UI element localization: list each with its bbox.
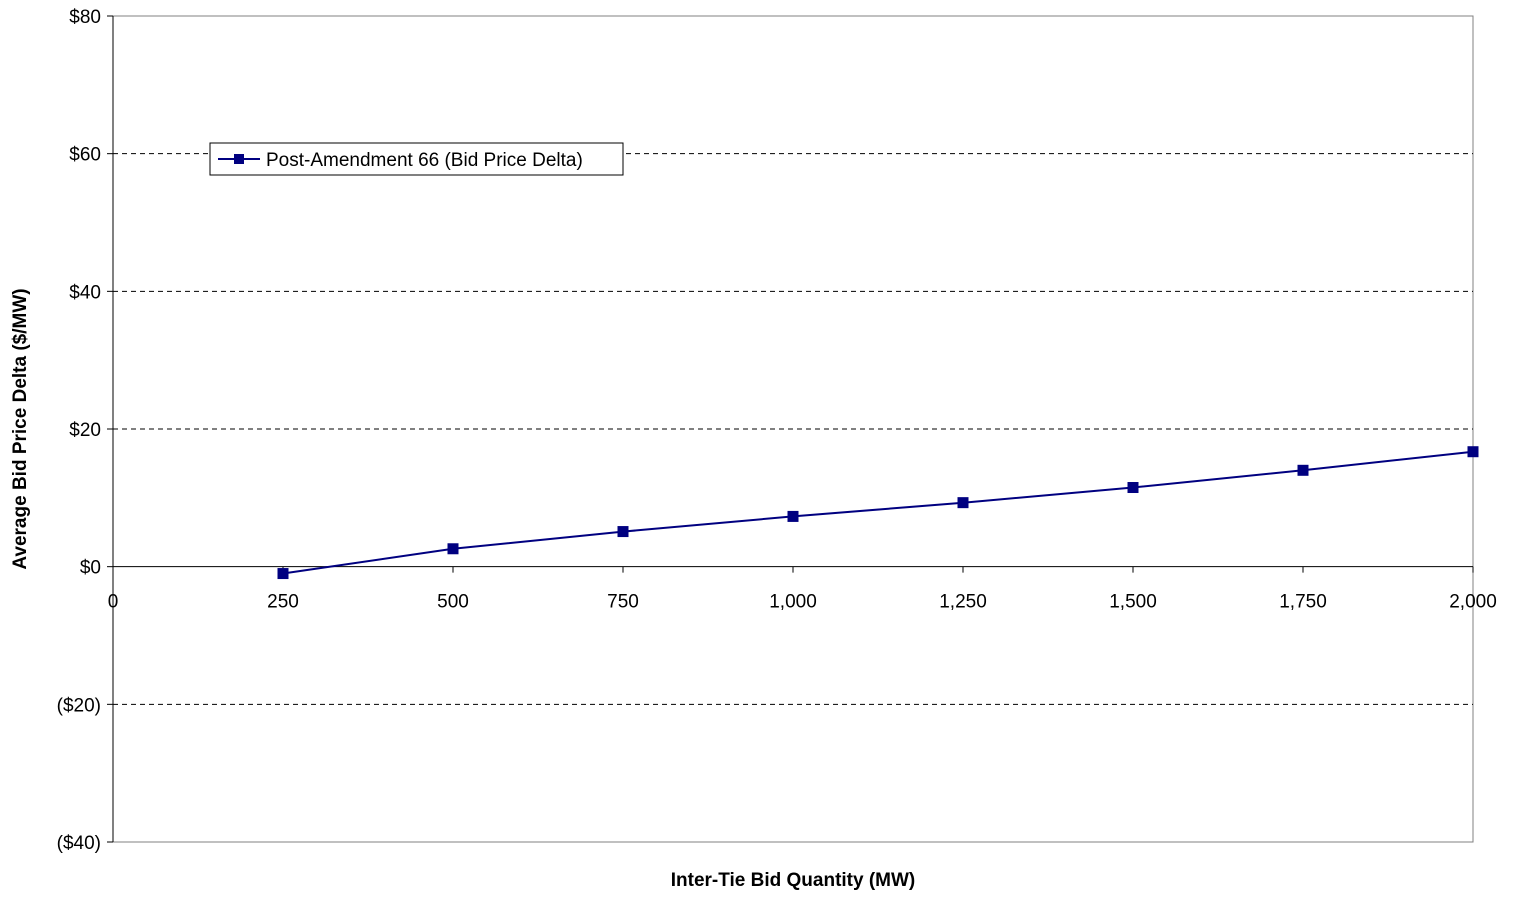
data-point-marker xyxy=(277,568,289,580)
x-tick-label: 1,250 xyxy=(939,592,987,613)
y-tick-label: $0 xyxy=(80,558,101,579)
legend: Post-Amendment 66 (Bid Price Delta) xyxy=(209,142,624,176)
data-point-marker xyxy=(787,510,799,522)
data-point-marker xyxy=(447,543,459,555)
y-tick-label: $20 xyxy=(69,420,101,441)
data-point-marker xyxy=(957,497,969,509)
y-tick-label: $60 xyxy=(69,145,101,166)
x-tick-label: 1,750 xyxy=(1279,592,1327,613)
tick-labels: $80 $60 $40 $20 $0 ($20) ($40) 0 250 500 750 1,000 1… xyxy=(57,7,1497,854)
legend-box xyxy=(209,142,624,176)
y-tick-label: $80 xyxy=(69,7,101,28)
x-tick-label: 1,000 xyxy=(769,592,817,613)
x-axis-title: Inter-Tie Bid Quantity (MW) xyxy=(671,870,916,891)
x-tick-label: 500 xyxy=(437,592,469,613)
legend-label: Post-Amendment 66 (Bid Price Delta) xyxy=(266,150,583,171)
series-line xyxy=(282,450,1474,575)
data-point-marker xyxy=(1297,464,1309,476)
x-tick-label: 1,500 xyxy=(1109,592,1157,613)
series xyxy=(277,446,1479,580)
x-tick-label: 0 xyxy=(108,592,119,613)
data-point-marker xyxy=(617,526,629,538)
y-tick-label: ($20) xyxy=(57,695,101,716)
x-tick-label: 250 xyxy=(267,592,299,613)
data-point-marker xyxy=(1467,446,1479,458)
y-axis-title: Average Bid Price Delta ($/MW) xyxy=(10,288,31,569)
axes xyxy=(107,15,1474,843)
y-tick-label: $40 xyxy=(69,282,101,303)
x-tick-label: 750 xyxy=(607,592,639,613)
data-point-marker xyxy=(1127,482,1139,494)
legend-marker-swatch xyxy=(234,154,244,164)
y-tick-label: ($40) xyxy=(57,833,101,854)
x-tick-label: 2,000 xyxy=(1449,592,1497,613)
